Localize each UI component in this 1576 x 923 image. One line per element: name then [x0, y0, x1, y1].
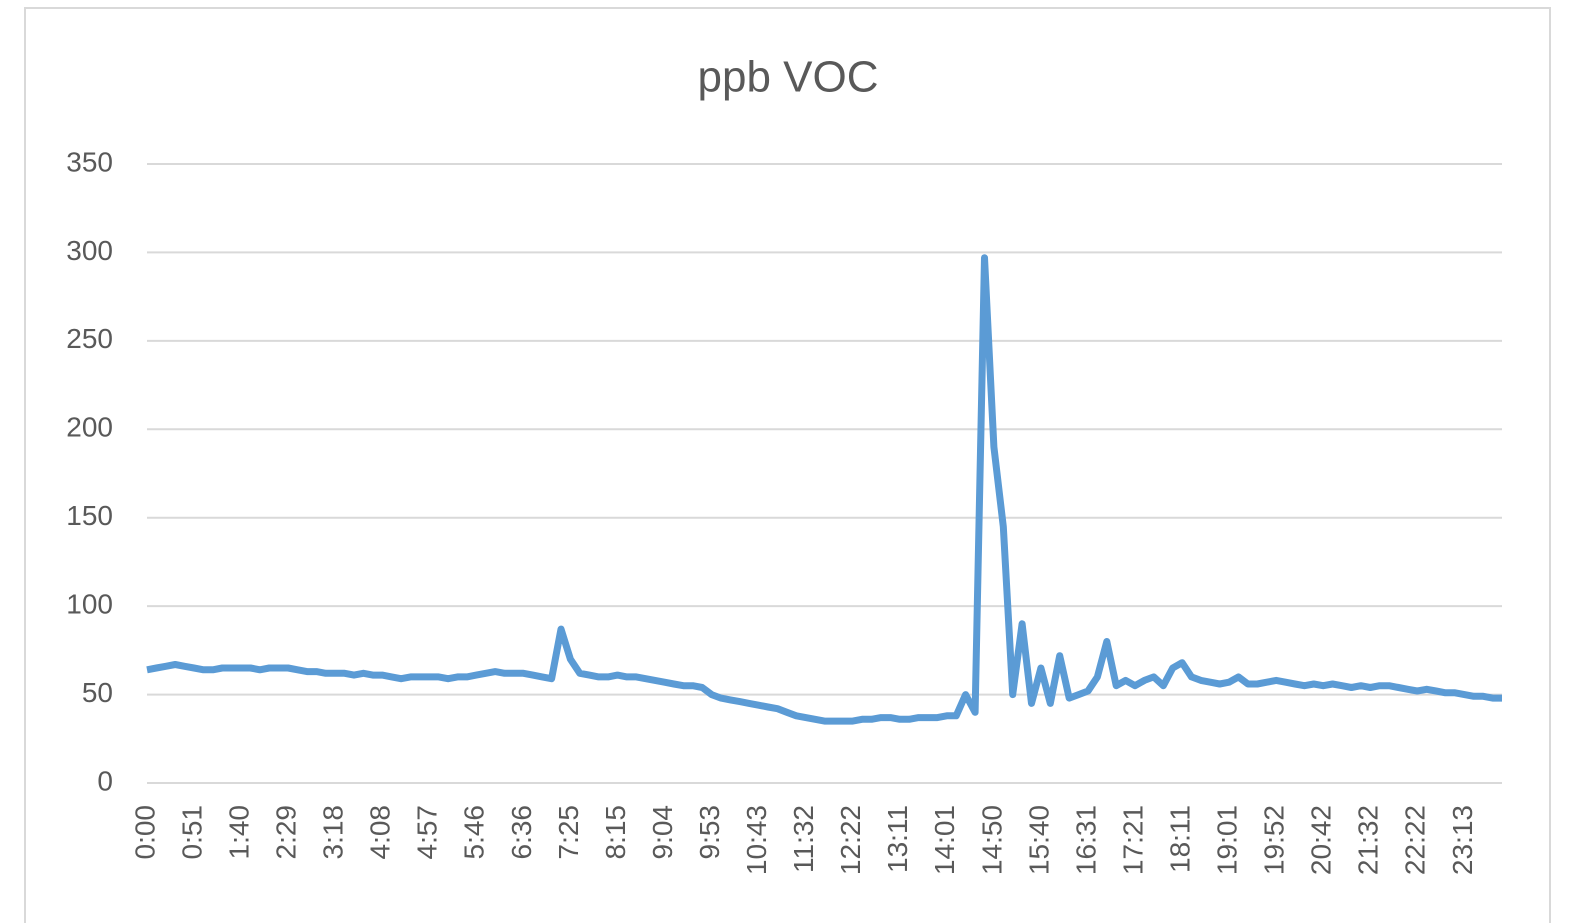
y-tick-label: 250: [66, 323, 113, 354]
x-tick-label: 16:31: [1070, 805, 1101, 875]
y-tick-label: 150: [66, 500, 113, 531]
x-tick-label: 11:32: [788, 805, 819, 873]
x-tick-label: 19:01: [1212, 805, 1243, 875]
x-tick-label: 6:36: [506, 805, 537, 860]
x-tick-label: 9:04: [647, 805, 678, 860]
x-tick-label: 1:40: [223, 805, 254, 860]
x-tick-label: 7:25: [553, 805, 584, 860]
x-tick-label: 14:50: [976, 805, 1007, 875]
y-tick-label: 350: [66, 146, 113, 177]
x-tick-label: 23:13: [1447, 805, 1478, 875]
x-tick-label: 12:22: [835, 805, 866, 875]
x-tick-label: 3:18: [318, 805, 349, 860]
y-tick-label: 300: [66, 235, 113, 266]
y-tick-label: 100: [66, 589, 113, 620]
y-tick-label: 50: [82, 677, 113, 708]
x-tick-label: 0:51: [176, 805, 207, 860]
x-tick-label: 17:21: [1117, 805, 1148, 875]
x-tick-label: 18:11: [1164, 805, 1195, 873]
x-tick-label: 22:22: [1400, 805, 1431, 875]
x-tick-label: 21:32: [1353, 805, 1384, 875]
x-tick-label: 13:11: [882, 805, 913, 873]
x-tick-label: 8:15: [600, 805, 631, 860]
x-tick-label: 4:08: [365, 805, 396, 860]
x-tick-label: 10:43: [741, 805, 772, 875]
x-tick-label: 14:01: [929, 805, 960, 875]
x-tick-label: 9:53: [694, 805, 725, 860]
x-tick-label: 4:57: [412, 805, 443, 860]
x-tick-label: 20:42: [1306, 805, 1337, 875]
chart-border: [24, 7, 1551, 923]
x-tick-label: 5:46: [459, 805, 490, 860]
x-tick-label: 2:29: [271, 805, 302, 860]
data-line: [146, 254, 1502, 725]
y-tick-label: 200: [66, 412, 113, 443]
x-tick-label: 0:00: [129, 805, 160, 860]
x-tick-label: 19:52: [1259, 805, 1290, 875]
x-tick-label: 15:40: [1023, 805, 1054, 875]
y-tick-label: 0: [97, 765, 113, 796]
chart-title: ppb VOC: [698, 53, 879, 102]
